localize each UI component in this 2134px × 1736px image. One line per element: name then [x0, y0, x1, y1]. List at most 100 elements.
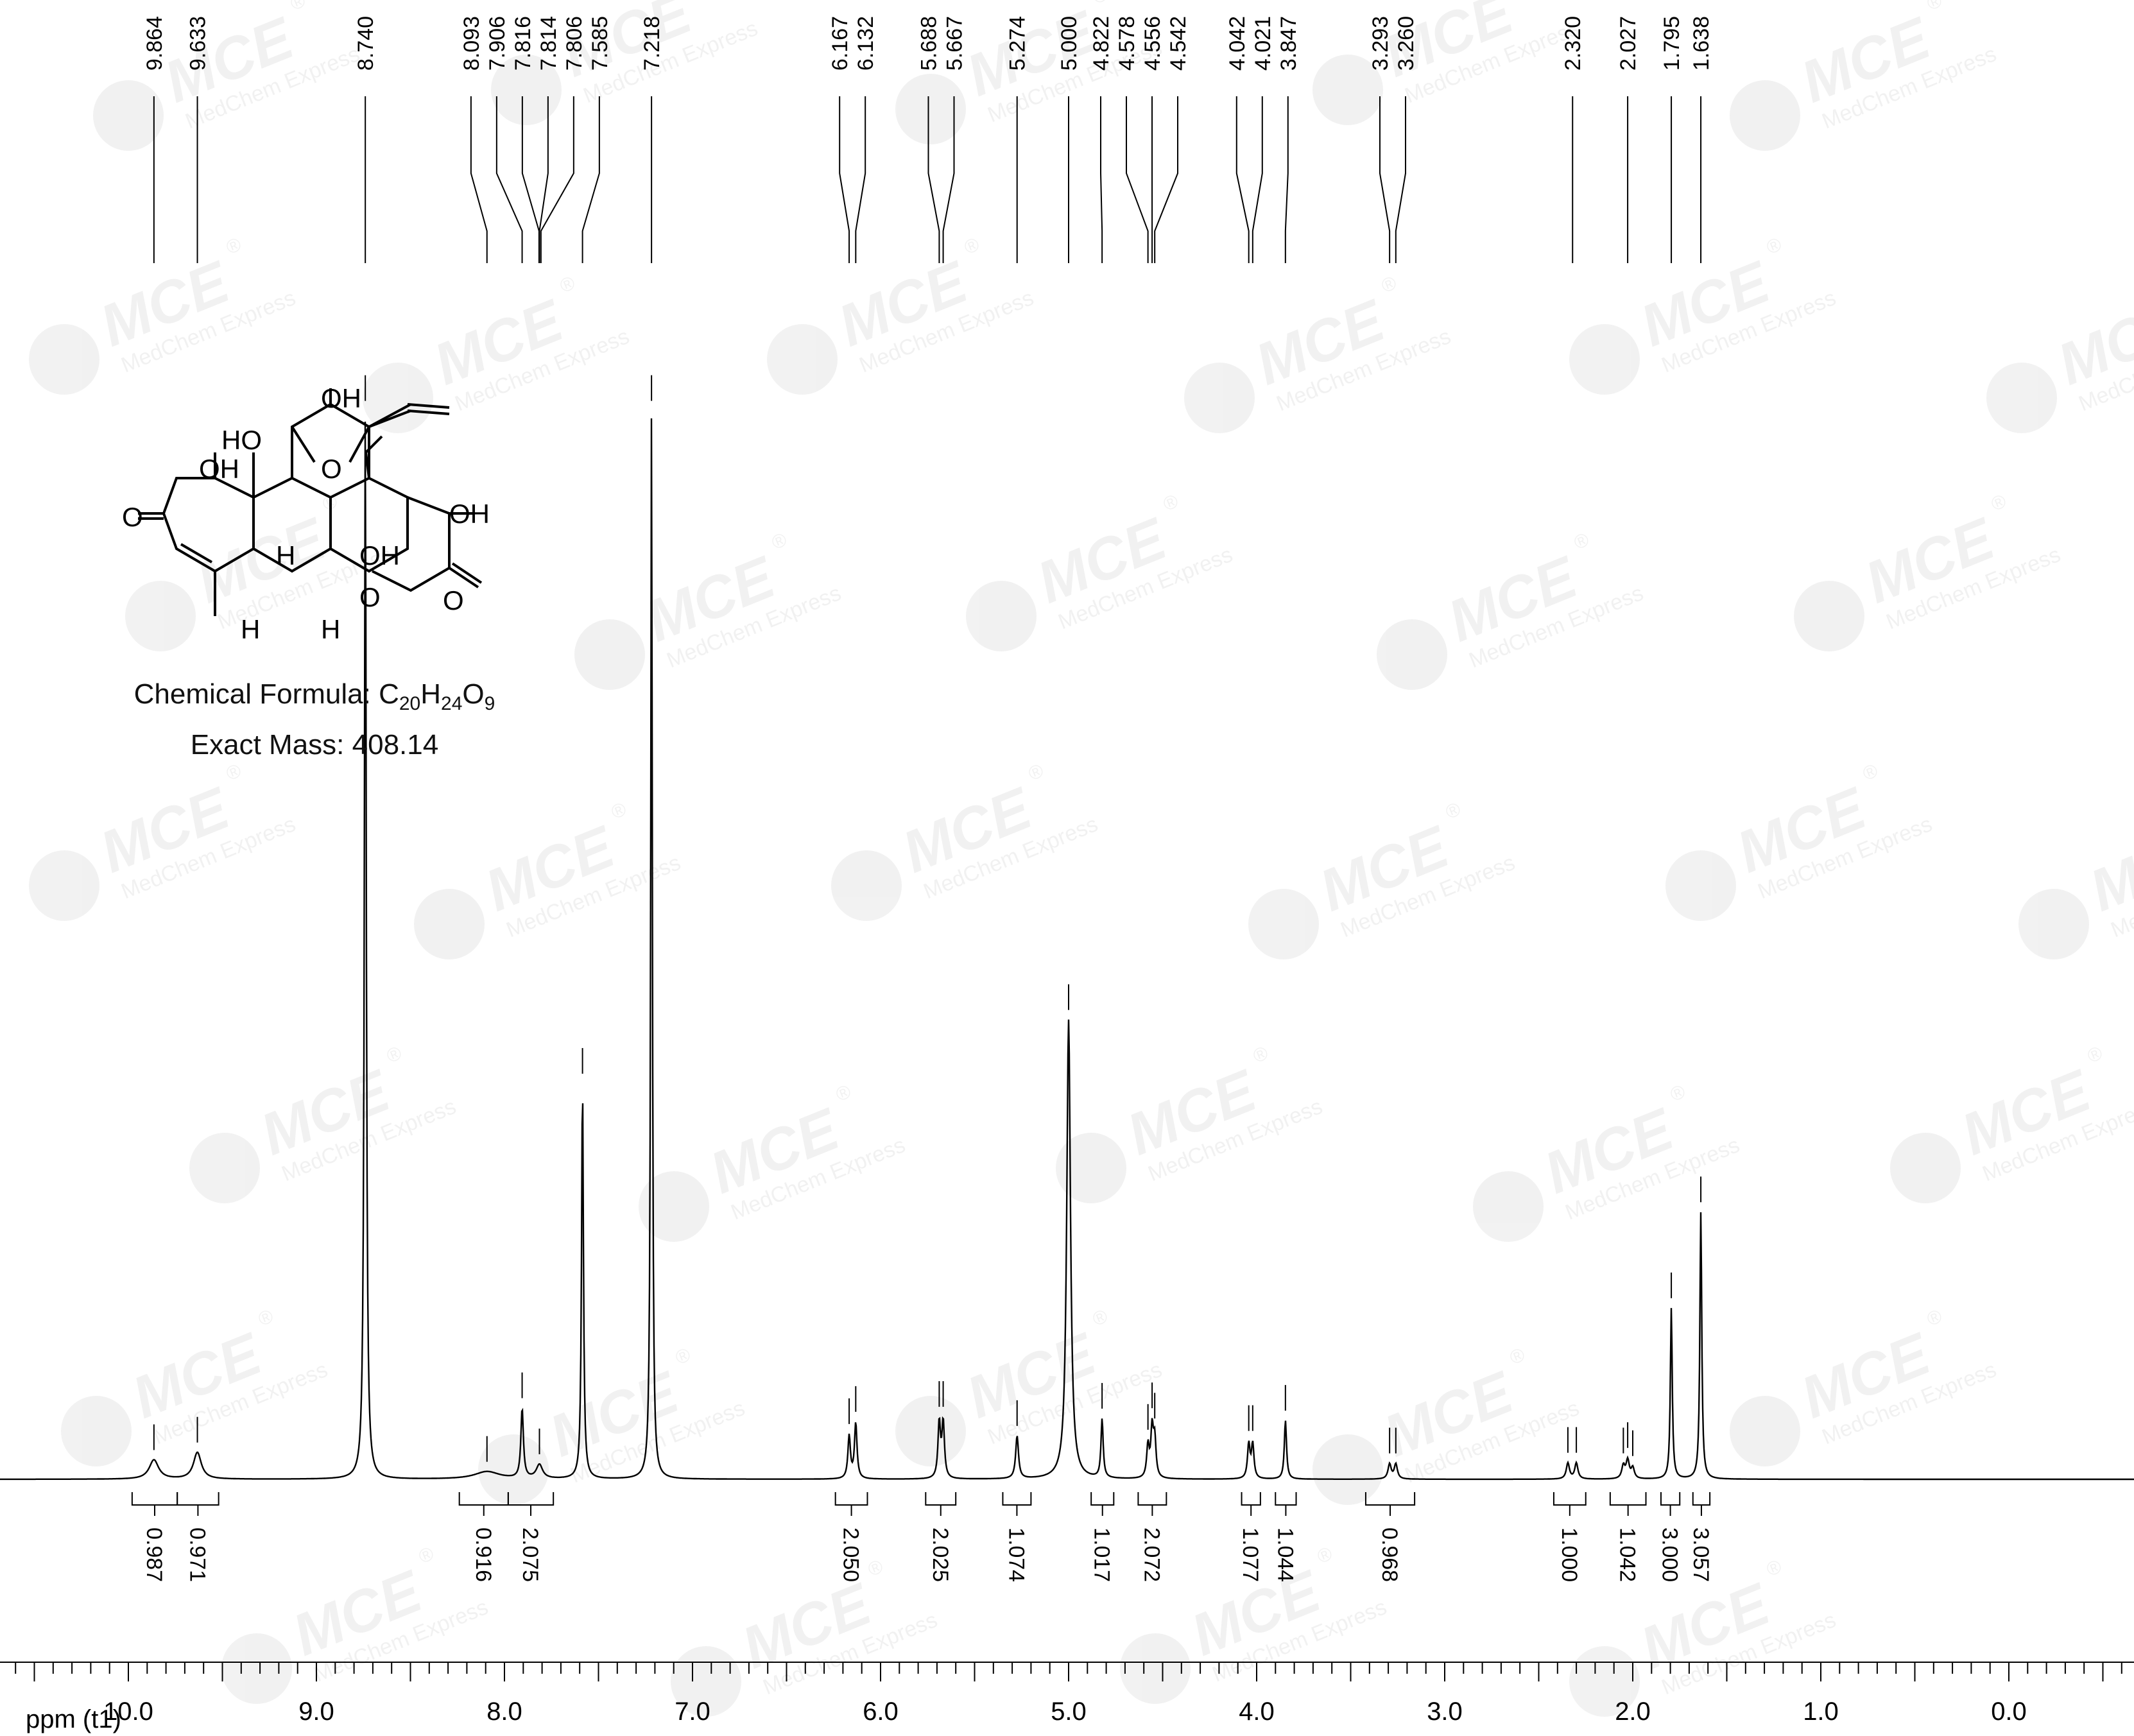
peak-leader-line [1395, 96, 1406, 263]
peak-label: 4.556 [1140, 16, 1165, 71]
peak-leader-line [839, 96, 850, 263]
integral-value: 2.025 [928, 1527, 952, 1582]
x-tick-label: 10.0 [103, 1697, 153, 1726]
atom-label-ho_upper: HO [221, 425, 262, 455]
peak-label: 8.740 [354, 16, 378, 71]
peak-leader-line [495, 96, 523, 263]
peak-leader-line [538, 96, 549, 263]
peak-label: 7.585 [588, 16, 612, 71]
integral-value: 1.017 [1090, 1527, 1114, 1582]
x-tick-label: 4.0 [1239, 1697, 1275, 1726]
peak-label: 4.578 [1115, 16, 1139, 71]
integral-bracket [1553, 1492, 1587, 1516]
x-tick-label: 6.0 [863, 1697, 899, 1726]
integral-value: 1.000 [1557, 1527, 1581, 1582]
peak-leader-line [1379, 96, 1391, 263]
peak-leader-line [540, 96, 574, 263]
x-axis-label: ppm (t1) [26, 1705, 121, 1733]
integral-value: 0.971 [185, 1527, 209, 1582]
peak-label: 6.132 [854, 16, 878, 71]
formula-label: Chemical Formula: [133, 678, 379, 710]
peak-label: 3.293 [1368, 16, 1393, 71]
atom-label-oh_top: OH [321, 383, 361, 413]
peak-label: 7.806 [562, 16, 587, 71]
peak-leader-line [521, 96, 540, 263]
peak-label: 3.260 [1394, 16, 1418, 71]
integral-value: 0.916 [471, 1527, 495, 1582]
integral-bracket [1002, 1492, 1032, 1516]
integral-value: 0.987 [142, 1527, 166, 1582]
integral-value: 3.057 [1689, 1527, 1713, 1582]
molecule-structure [138, 388, 483, 616]
chemical-formula: Chemical Formula: C20H24O9 [96, 674, 533, 725]
atom-label-h_3: H [321, 614, 340, 644]
integral-bracket [834, 1492, 868, 1516]
peak-label: 2.320 [1561, 16, 1585, 71]
peak-label: 7.218 [640, 16, 664, 71]
formula-h-count: 24 [441, 692, 463, 714]
integral-value: 1.077 [1238, 1527, 1262, 1582]
integral-bracket [1660, 1492, 1681, 1516]
peak-leader-line [942, 96, 955, 263]
peak-leader-line [470, 96, 488, 263]
integral-bracket [1241, 1492, 1261, 1516]
atom-label-h_1: H [276, 540, 295, 571]
peak-leader-line [1100, 96, 1103, 263]
peak-label: 6.167 [828, 16, 852, 71]
peak-leader-line [581, 96, 600, 263]
peak-marker-group [153, 375, 1702, 1462]
peak-leader-group [153, 96, 1702, 263]
formula-o-count: 9 [484, 692, 495, 714]
peak-label: 9.864 [142, 16, 167, 71]
exact-mass: Exact Mass: 408.14 [190, 728, 439, 761]
formula-o: O [462, 678, 485, 710]
peak-leader-line [927, 96, 940, 263]
peak-label: 7.906 [485, 16, 510, 71]
integral-bracket [131, 1492, 178, 1516]
peak-label: 5.274 [1006, 16, 1030, 71]
integral-bracket [925, 1492, 957, 1516]
peak-label: 4.542 [1166, 16, 1191, 71]
integral-value: 1.044 [1273, 1527, 1297, 1582]
peak-leader-line [1252, 96, 1263, 263]
integral-value: 0.968 [1377, 1527, 1402, 1582]
formula-block: Chemical Formula: C20H24O9 Exact Mass: 4… [96, 674, 533, 766]
x-tick-label: 2.0 [1615, 1697, 1651, 1726]
atom-label-o_bridge: O [321, 454, 342, 484]
peak-label-group: 9.864 9.633 8.740 8.093 7.906 7.816 7.814 7.806… [142, 16, 1714, 71]
integral-bracket [458, 1492, 509, 1516]
x-tick-label: 5.0 [1051, 1697, 1087, 1726]
spectrum-trace [0, 418, 2134, 1481]
atom-label-o_lactone_carbonyl: O [443, 585, 464, 615]
peak-leader-line [1126, 96, 1149, 263]
peak-label: 8.093 [460, 16, 484, 71]
integral-bracket [1609, 1492, 1647, 1516]
atom-label-oh_right: OH [449, 499, 490, 529]
integral-value: 2.050 [839, 1527, 863, 1582]
x-tick-label: 1.0 [1803, 1697, 1839, 1726]
peak-label: 3.847 [1277, 16, 1301, 71]
integral-value: 3.000 [1658, 1527, 1682, 1582]
integral-bracket [1275, 1492, 1297, 1516]
atom-label-h_2: H [241, 614, 260, 644]
x-tick-label: 9.0 [298, 1697, 334, 1726]
integral-value: 2.075 [518, 1527, 542, 1582]
integral-bracket [1692, 1492, 1711, 1516]
atom-label-oh_center: OH [359, 540, 400, 571]
x-tick-label: 3.0 [1427, 1697, 1463, 1726]
peak-label: 2.027 [1616, 16, 1640, 71]
peak-label: 5.667 [942, 16, 967, 71]
atom-label-o_ketone: O [122, 502, 143, 532]
peak-label: 5.688 [916, 16, 941, 71]
formula-h: H [420, 678, 442, 710]
integral-value: 2.072 [1139, 1527, 1164, 1582]
atom-label-oh_left: OH [199, 454, 239, 484]
peak-label: 4.021 [1251, 16, 1275, 71]
integral-bracket [1090, 1492, 1115, 1516]
peak-label: 7.816 [511, 16, 535, 71]
integral-group: 0.987 0.971 0.916 2.075 2.050 2.025 1.074 1.017… [131, 1492, 1713, 1582]
peak-leader-line [1154, 96, 1179, 263]
peak-label: 1.795 [1660, 16, 1684, 71]
integral-bracket [507, 1492, 555, 1516]
